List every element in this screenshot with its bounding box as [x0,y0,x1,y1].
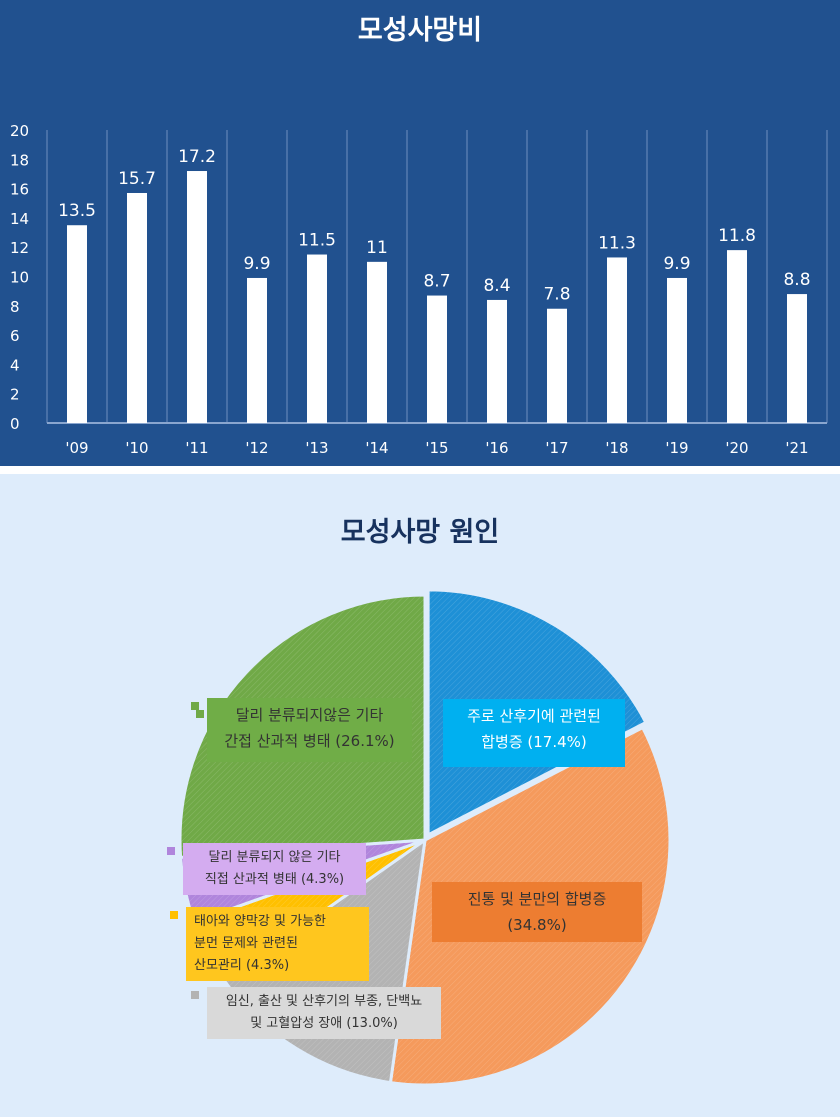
legend-marker [196,710,204,718]
slice-label-line: 분먼 문제와 관련된 [194,936,298,951]
bar [487,299,507,423]
bar [367,261,387,423]
legend-marker [191,702,199,710]
x-tick-label: '21 [785,439,808,457]
bar [127,192,147,423]
y-tick-label: 0 [10,415,20,433]
data-label: 9.9 [663,254,690,274]
slice-label-line: 합병증 (17.4%) [481,733,587,751]
data-label: 11.8 [718,226,756,246]
bar [607,257,627,423]
x-tick-label: '14 [365,439,388,457]
bar [547,308,567,423]
y-tick-label: 16 [10,181,29,199]
data-label: 8.7 [423,272,450,292]
x-tick-label: '09 [65,439,88,457]
bar-chart-panel: 모성사망비 0 2 4 6 8 10 12 14 16 18 20 13.5 '09 15.7 '10 17.… [0,0,840,466]
y-tick-label: 2 [10,386,20,404]
x-tick-label: '18 [605,439,628,457]
bar-chart-title: 모성사망비 [357,15,483,46]
slice-label-line: 달리 분류되지않은 기타 [235,706,384,724]
bar [787,294,807,423]
x-tick-label: '12 [245,439,268,457]
bar [307,254,327,423]
x-tick-label: '13 [305,439,328,457]
divider [0,466,840,474]
slice-label-line: 태아와 양막강 및 가능한 [194,914,326,929]
y-tick-label: 8 [10,298,20,316]
y-tick-label: 10 [10,269,29,287]
slice-label-line: 직접 산과적 병태 (4.3%) [204,872,345,887]
bar [727,250,747,423]
data-label: 11.3 [598,233,636,253]
bar [667,277,687,423]
data-label: 15.7 [118,169,156,189]
slice-label-line: 산모관리 (4.3%) [194,958,290,973]
legend-marker [191,991,199,999]
data-label: 9.9 [243,254,270,274]
pie-chart-title: 모성사망 원인 [340,517,500,548]
y-tick-label: 20 [10,122,29,140]
slice-label-line: 주로 산후기에 관련된 [467,707,601,725]
y-tick-label: 18 [10,151,29,169]
bar [247,277,267,423]
data-label: 7.8 [543,285,570,305]
x-tick-label: '11 [185,439,208,457]
x-tick-label: '16 [485,439,508,457]
legend-marker [170,911,178,919]
y-tick-label: 4 [10,356,20,374]
y-tick-label: 14 [10,210,29,228]
bar [427,295,447,423]
slice-label-line: 및 고혈압성 장애 (13.0%) [250,1016,398,1031]
x-tick-label: '10 [125,439,148,457]
y-tick-label: 6 [10,327,20,345]
bar [187,171,207,423]
slice-label-line: (34.8%) [507,916,567,934]
bar [67,225,87,423]
data-label: 17.2 [178,147,216,167]
x-tick-label: '19 [665,439,688,457]
slice-label-line: 진통 및 분만의 합병증 [467,890,607,908]
legend-marker [167,847,175,855]
x-tick-label: '20 [725,439,748,457]
bar-chart: 0 2 4 6 8 10 12 14 16 18 20 13.5 '09 15.7 '10 17.2 '11 9.… [10,122,828,457]
data-label: 8.8 [783,270,810,290]
slice-label-line: 달리 분류되지 않은 기타 [208,850,341,865]
data-label: 11.5 [298,231,336,251]
data-label: 13.5 [58,201,96,221]
slice-label-line: 임신, 출산 및 산후기의 부종, 단백뇨 [225,994,423,1009]
data-label: 11 [366,238,388,258]
slice-label-line: 간접 산과적 병태 (26.1%) [224,732,395,750]
slice-label: 진통 및 분만의 합병증 (34.8%) [432,882,642,942]
data-label: 8.4 [483,276,510,296]
y-tick-label: 12 [10,239,29,257]
x-tick-label: '15 [425,439,448,457]
x-tick-label: '17 [545,439,568,457]
